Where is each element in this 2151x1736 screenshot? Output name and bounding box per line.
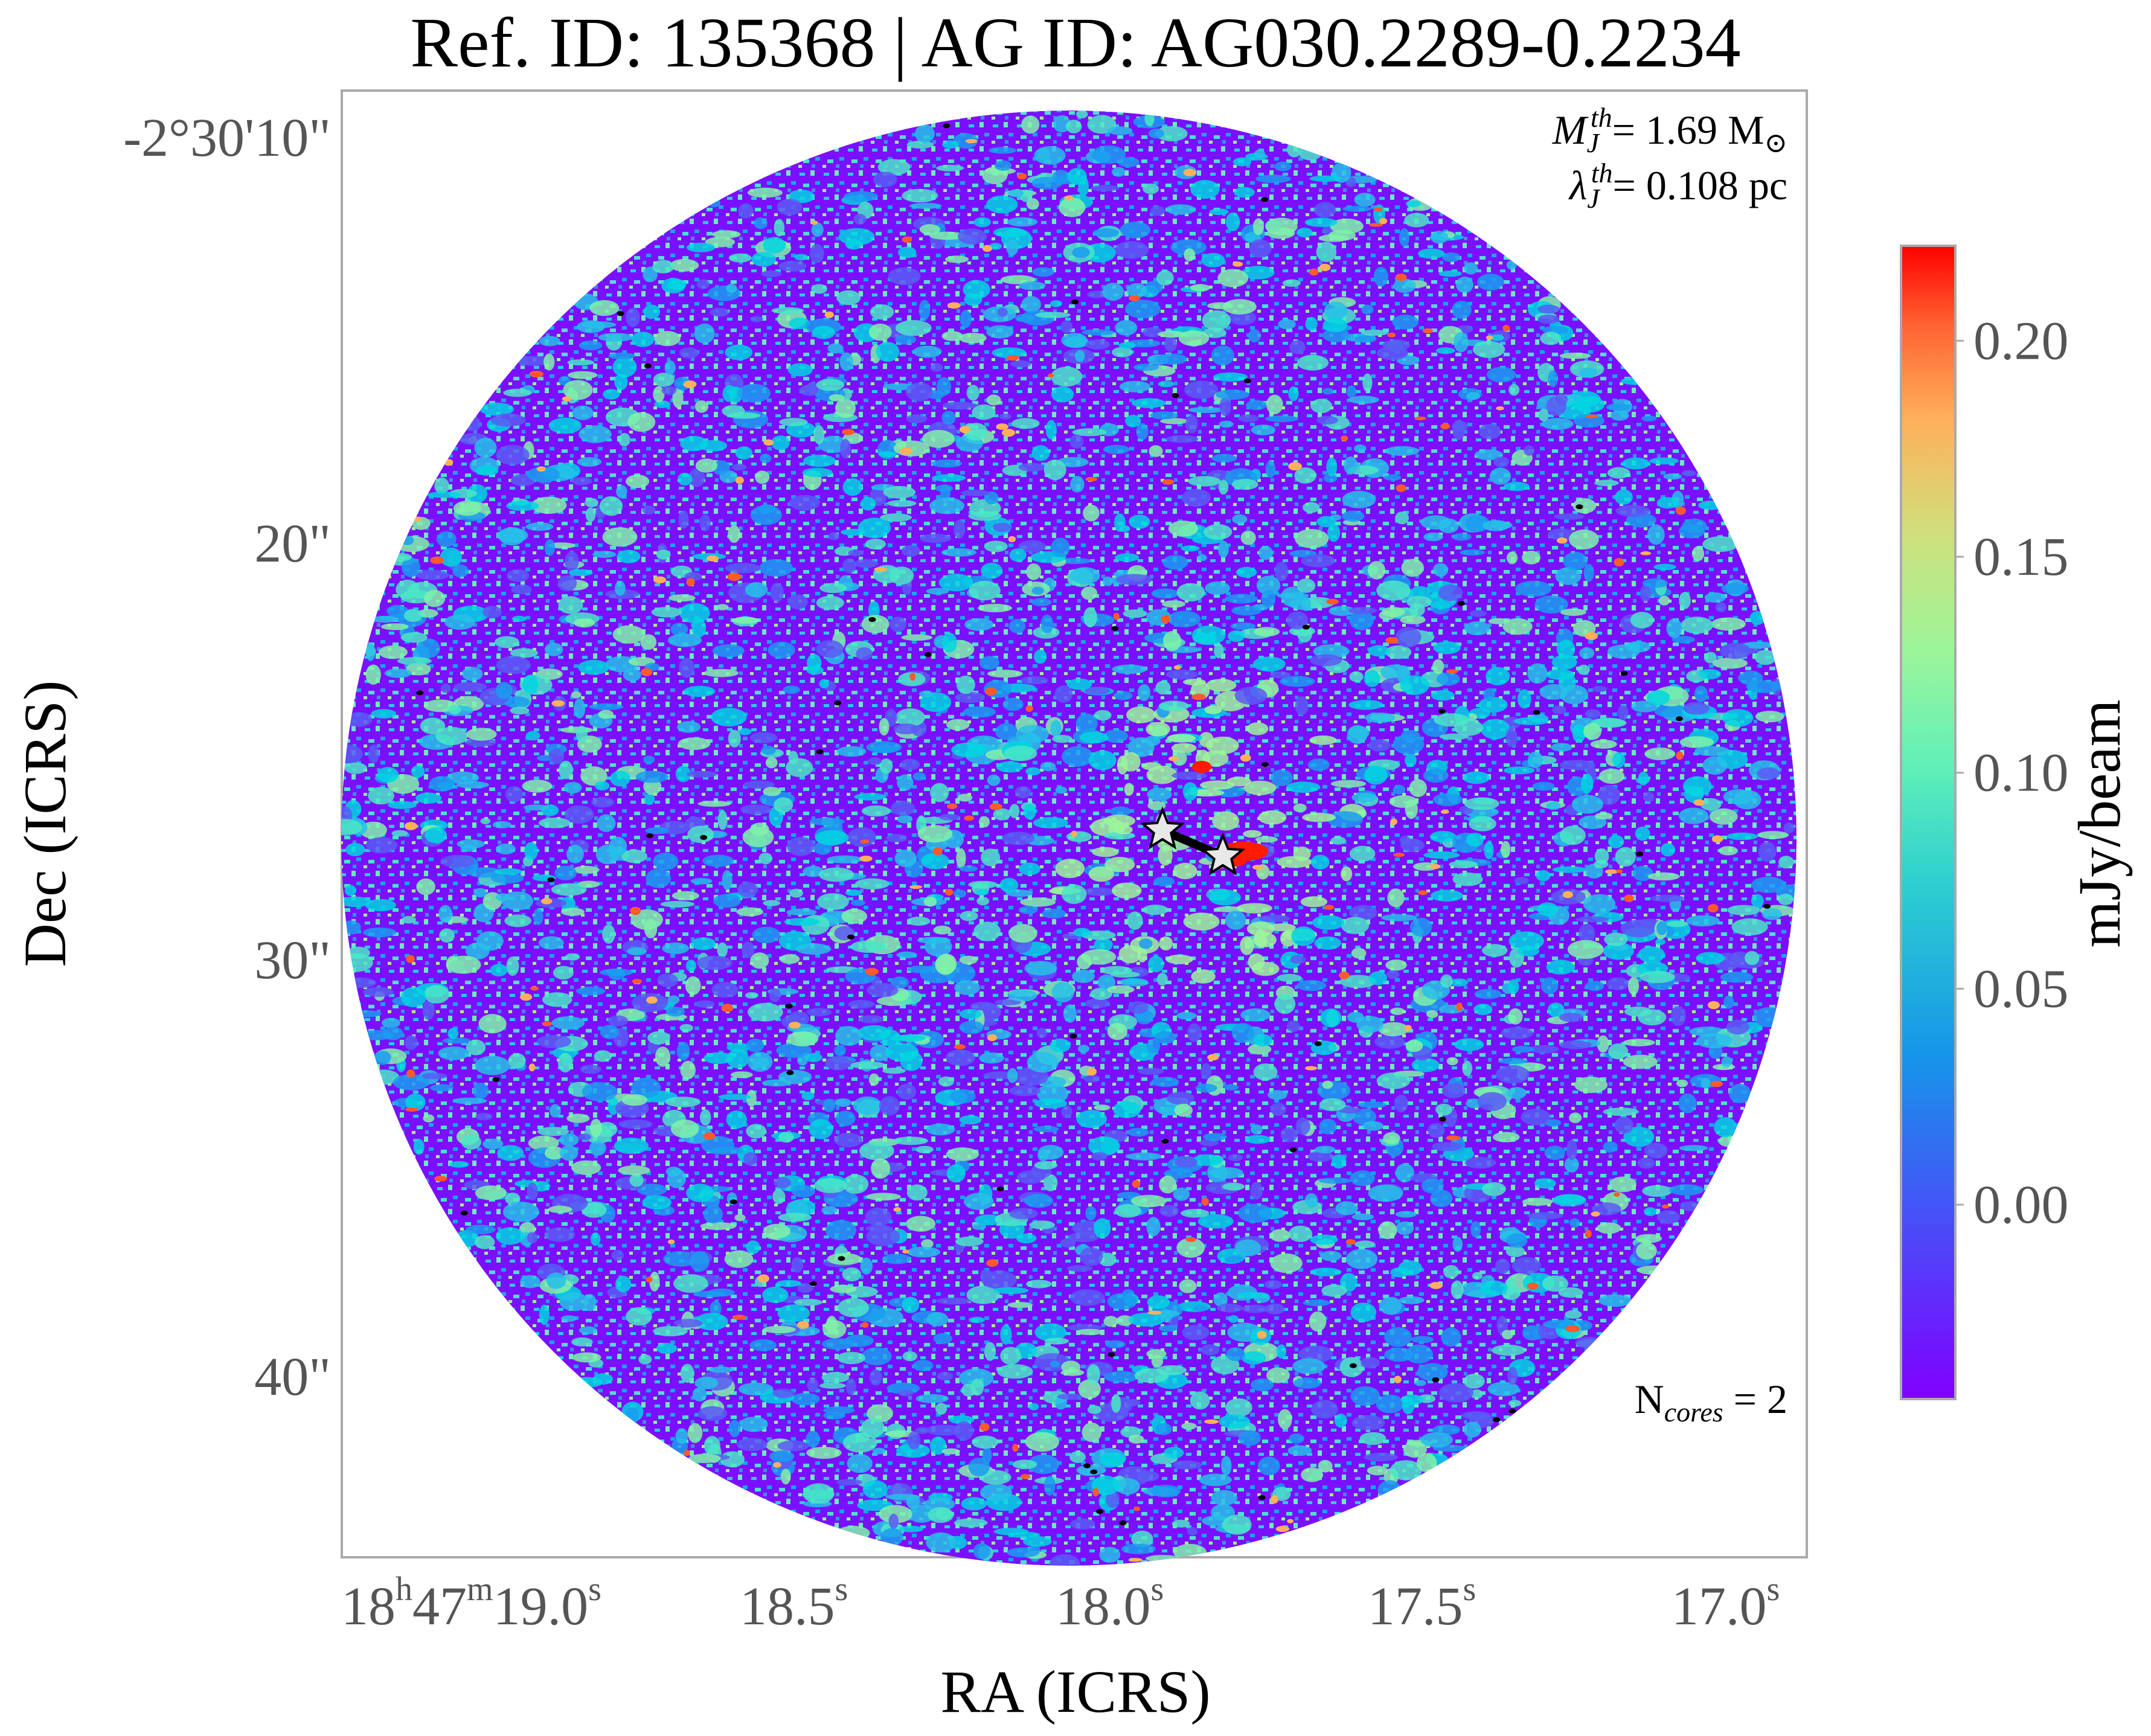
x-axis: 18h47m19.0s 18.5s 18.0s 17.5s 17.0s RA (… xyxy=(341,1571,1780,1725)
x-axis-label: RA (ICRS) xyxy=(940,1658,1210,1725)
y-axis: -2°30'10" 20" 30" 40" Dec (ICRS) xyxy=(11,108,331,1407)
colorbar-label: mJy/beam xyxy=(2066,699,2133,947)
y-tick-label: 30" xyxy=(254,930,331,990)
figure-title: Ref. ID: 135368 | AG ID: AG030.2289-0.22… xyxy=(410,3,1740,82)
core-star-marker xyxy=(1200,832,1246,876)
y-axis-label: Dec (ICRS) xyxy=(11,681,79,967)
y-tick-label: 40" xyxy=(254,1347,331,1407)
colorbar-tick-label: 0.05 xyxy=(1973,959,2069,1019)
jeans-mass-annotation: MJth= 1.69 M⊙ xyxy=(1552,102,1787,158)
colorbar-tick-label: 0.00 xyxy=(1973,1175,2069,1235)
y-tick-label: -2°30'10" xyxy=(123,108,331,168)
ncores-annotation: Ncores = 2 xyxy=(1635,1376,1787,1427)
y-tick-label: 20" xyxy=(254,514,331,574)
x-tick-label: 17.0s xyxy=(1672,1571,1780,1636)
x-tick-label: 18.0s xyxy=(1056,1571,1164,1636)
colorbar-gradient xyxy=(1900,245,1957,1400)
colorbar-tick-label: 0.15 xyxy=(1973,527,2069,587)
core-star-marker xyxy=(1140,806,1185,850)
noise-blobs xyxy=(341,111,1797,1566)
colorbar: 0.20 0.15 0.10 0.05 0.00 mJy/beam xyxy=(1900,245,2133,1400)
colorbar-ticks: 0.20 0.15 0.10 0.05 0.00 xyxy=(1955,311,2069,1235)
colorbar-tick-label: 0.20 xyxy=(1973,311,2069,371)
x-tick-label: 18.5s xyxy=(740,1571,848,1636)
x-tick-label: 18h47m19.0s xyxy=(341,1571,601,1636)
emission-map xyxy=(341,111,1797,1566)
core-markers xyxy=(1140,806,1246,876)
x-tick-label: 17.5s xyxy=(1368,1571,1476,1636)
jeans-length-annotation: λJth= 0.108 pc xyxy=(1568,158,1787,214)
colorbar-tick-label: 0.10 xyxy=(1973,743,2069,803)
